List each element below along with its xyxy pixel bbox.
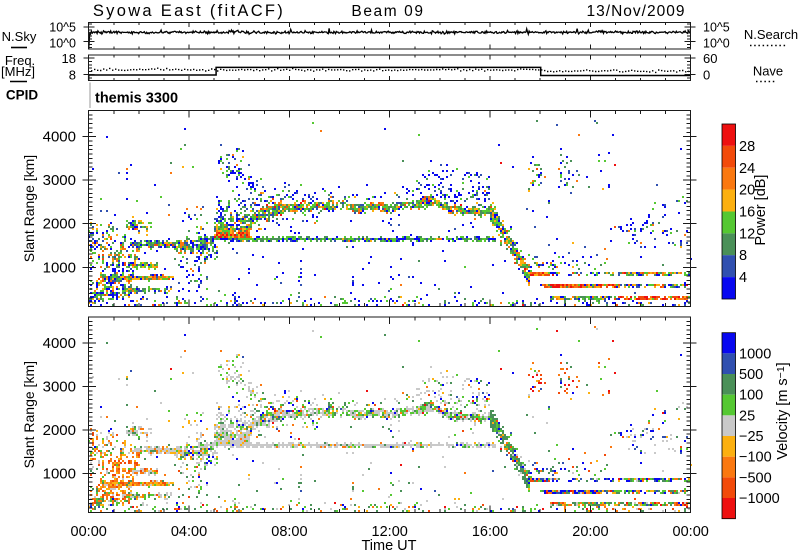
svg-text:10^0: 10^0 (703, 36, 730, 50)
svg-text:Freq.: Freq. (5, 53, 35, 68)
svg-text:13/Nov/2009: 13/Nov/2009 (587, 3, 686, 20)
svg-text:60: 60 (703, 51, 717, 66)
svg-text:1000: 1000 (43, 259, 76, 276)
svg-text:04:00: 04:00 (171, 524, 207, 540)
svg-text:12: 12 (739, 226, 755, 242)
svg-text:100: 100 (739, 388, 763, 404)
svg-text:4000: 4000 (43, 335, 76, 352)
svg-text:4000: 4000 (43, 129, 76, 146)
svg-text:500: 500 (739, 367, 763, 383)
svg-text:00:00: 00:00 (673, 524, 709, 540)
svg-text:Power [dB]: Power [dB] (753, 175, 769, 246)
svg-text:20: 20 (739, 183, 755, 199)
svg-text:Velocity [m s−1]: Velocity [m s−1] (775, 362, 791, 459)
svg-text:8: 8 (69, 68, 76, 83)
svg-text:1000: 1000 (739, 346, 771, 362)
svg-text:18: 18 (62, 51, 76, 66)
svg-text:1000: 1000 (43, 465, 76, 482)
svg-text:12:00: 12:00 (372, 524, 408, 540)
svg-text:24: 24 (739, 161, 755, 177)
svg-text:08:00: 08:00 (271, 524, 307, 540)
svg-text:10^5: 10^5 (49, 21, 76, 35)
svg-text:Time UT: Time UT (361, 538, 416, 554)
svg-text:25: 25 (739, 408, 755, 424)
svg-text:20:00: 20:00 (572, 524, 608, 540)
svg-text:Beam 09: Beam 09 (351, 3, 424, 20)
svg-text:N.Sky: N.Sky (2, 29, 37, 44)
svg-text:Slant Range [km]: Slant Range [km] (21, 155, 37, 262)
svg-text:[MHz]: [MHz] (1, 64, 35, 79)
svg-text:themis 3300: themis 3300 (95, 91, 178, 107)
svg-text:10^5: 10^5 (703, 21, 730, 35)
svg-text:3000: 3000 (43, 379, 76, 396)
svg-text:10^0: 10^0 (49, 36, 76, 50)
svg-text:−500: −500 (739, 470, 772, 486)
svg-text:2000: 2000 (43, 422, 76, 439)
svg-text:28: 28 (739, 139, 755, 155)
svg-text:00:00: 00:00 (71, 524, 107, 540)
svg-text:Slant Range [km]: Slant Range [km] (21, 361, 37, 468)
svg-text:16: 16 (739, 205, 755, 221)
svg-text:Nave: Nave (753, 64, 783, 79)
svg-text:−1000: −1000 (739, 491, 780, 507)
svg-text:0: 0 (703, 68, 710, 83)
svg-text:Syowa East (fitACF): Syowa East (fitACF) (93, 2, 285, 20)
svg-text:4: 4 (739, 270, 747, 286)
svg-text:CPID: CPID (6, 88, 39, 103)
svg-text:N.Search: N.Search (744, 27, 798, 42)
svg-text:2000: 2000 (43, 216, 76, 233)
svg-text:3000: 3000 (43, 172, 76, 189)
svg-text:16:00: 16:00 (472, 524, 508, 540)
svg-text:−100: −100 (739, 450, 772, 466)
svg-text:−25: −25 (739, 429, 764, 445)
svg-text:8: 8 (739, 248, 747, 264)
